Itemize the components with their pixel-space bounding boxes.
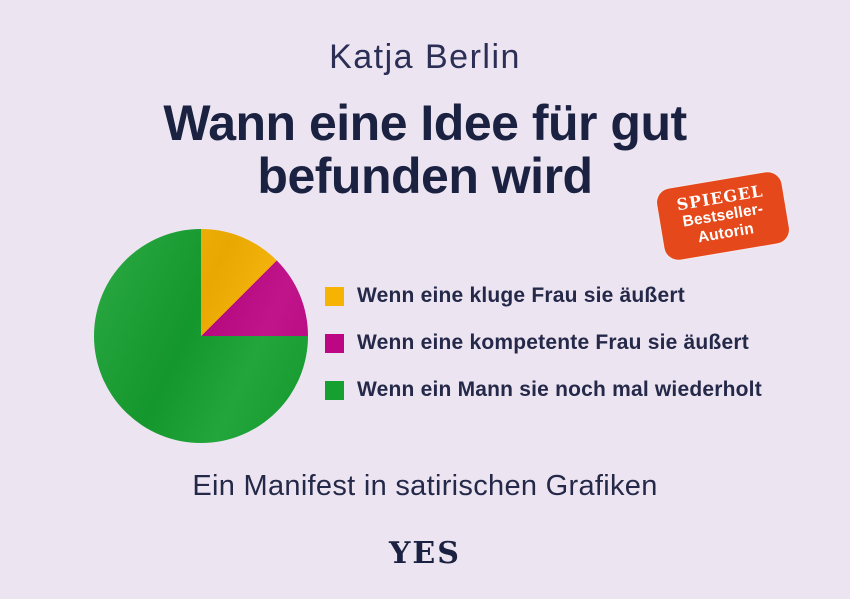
legend-item: Wenn eine kluge Frau sie äußert	[325, 284, 762, 308]
legend-label: Wenn eine kompetente Frau sie äußert	[357, 331, 749, 354]
publisher-logo: YES	[389, 536, 461, 571]
legend-label: Wenn eine kluge Frau sie äußert	[357, 284, 685, 307]
subtitle: Ein Manifest in satirischen Grafiken	[192, 470, 658, 502]
legend-swatch	[325, 286, 344, 306]
legend-swatch	[325, 380, 344, 400]
book-title: Wann eine Idee für gut befunden wird	[0, 97, 850, 203]
book-title-line1: Wann eine Idee für gut	[163, 95, 687, 151]
legend-label: Wenn ein Mann sie noch mal wiederholt	[357, 378, 762, 401]
legend-item: Wenn eine kompetente Frau sie äußert	[325, 331, 762, 355]
pie-chart	[94, 229, 308, 443]
book-title-line2: befunden wird	[257, 148, 593, 204]
author-name: Katja Berlin	[329, 38, 521, 76]
pie-legend: Wenn eine kluge Frau sie äußert Wenn ein…	[325, 284, 762, 402]
legend-item: Wenn ein Mann sie noch mal wiederholt	[325, 378, 762, 402]
legend-swatch	[325, 333, 344, 353]
